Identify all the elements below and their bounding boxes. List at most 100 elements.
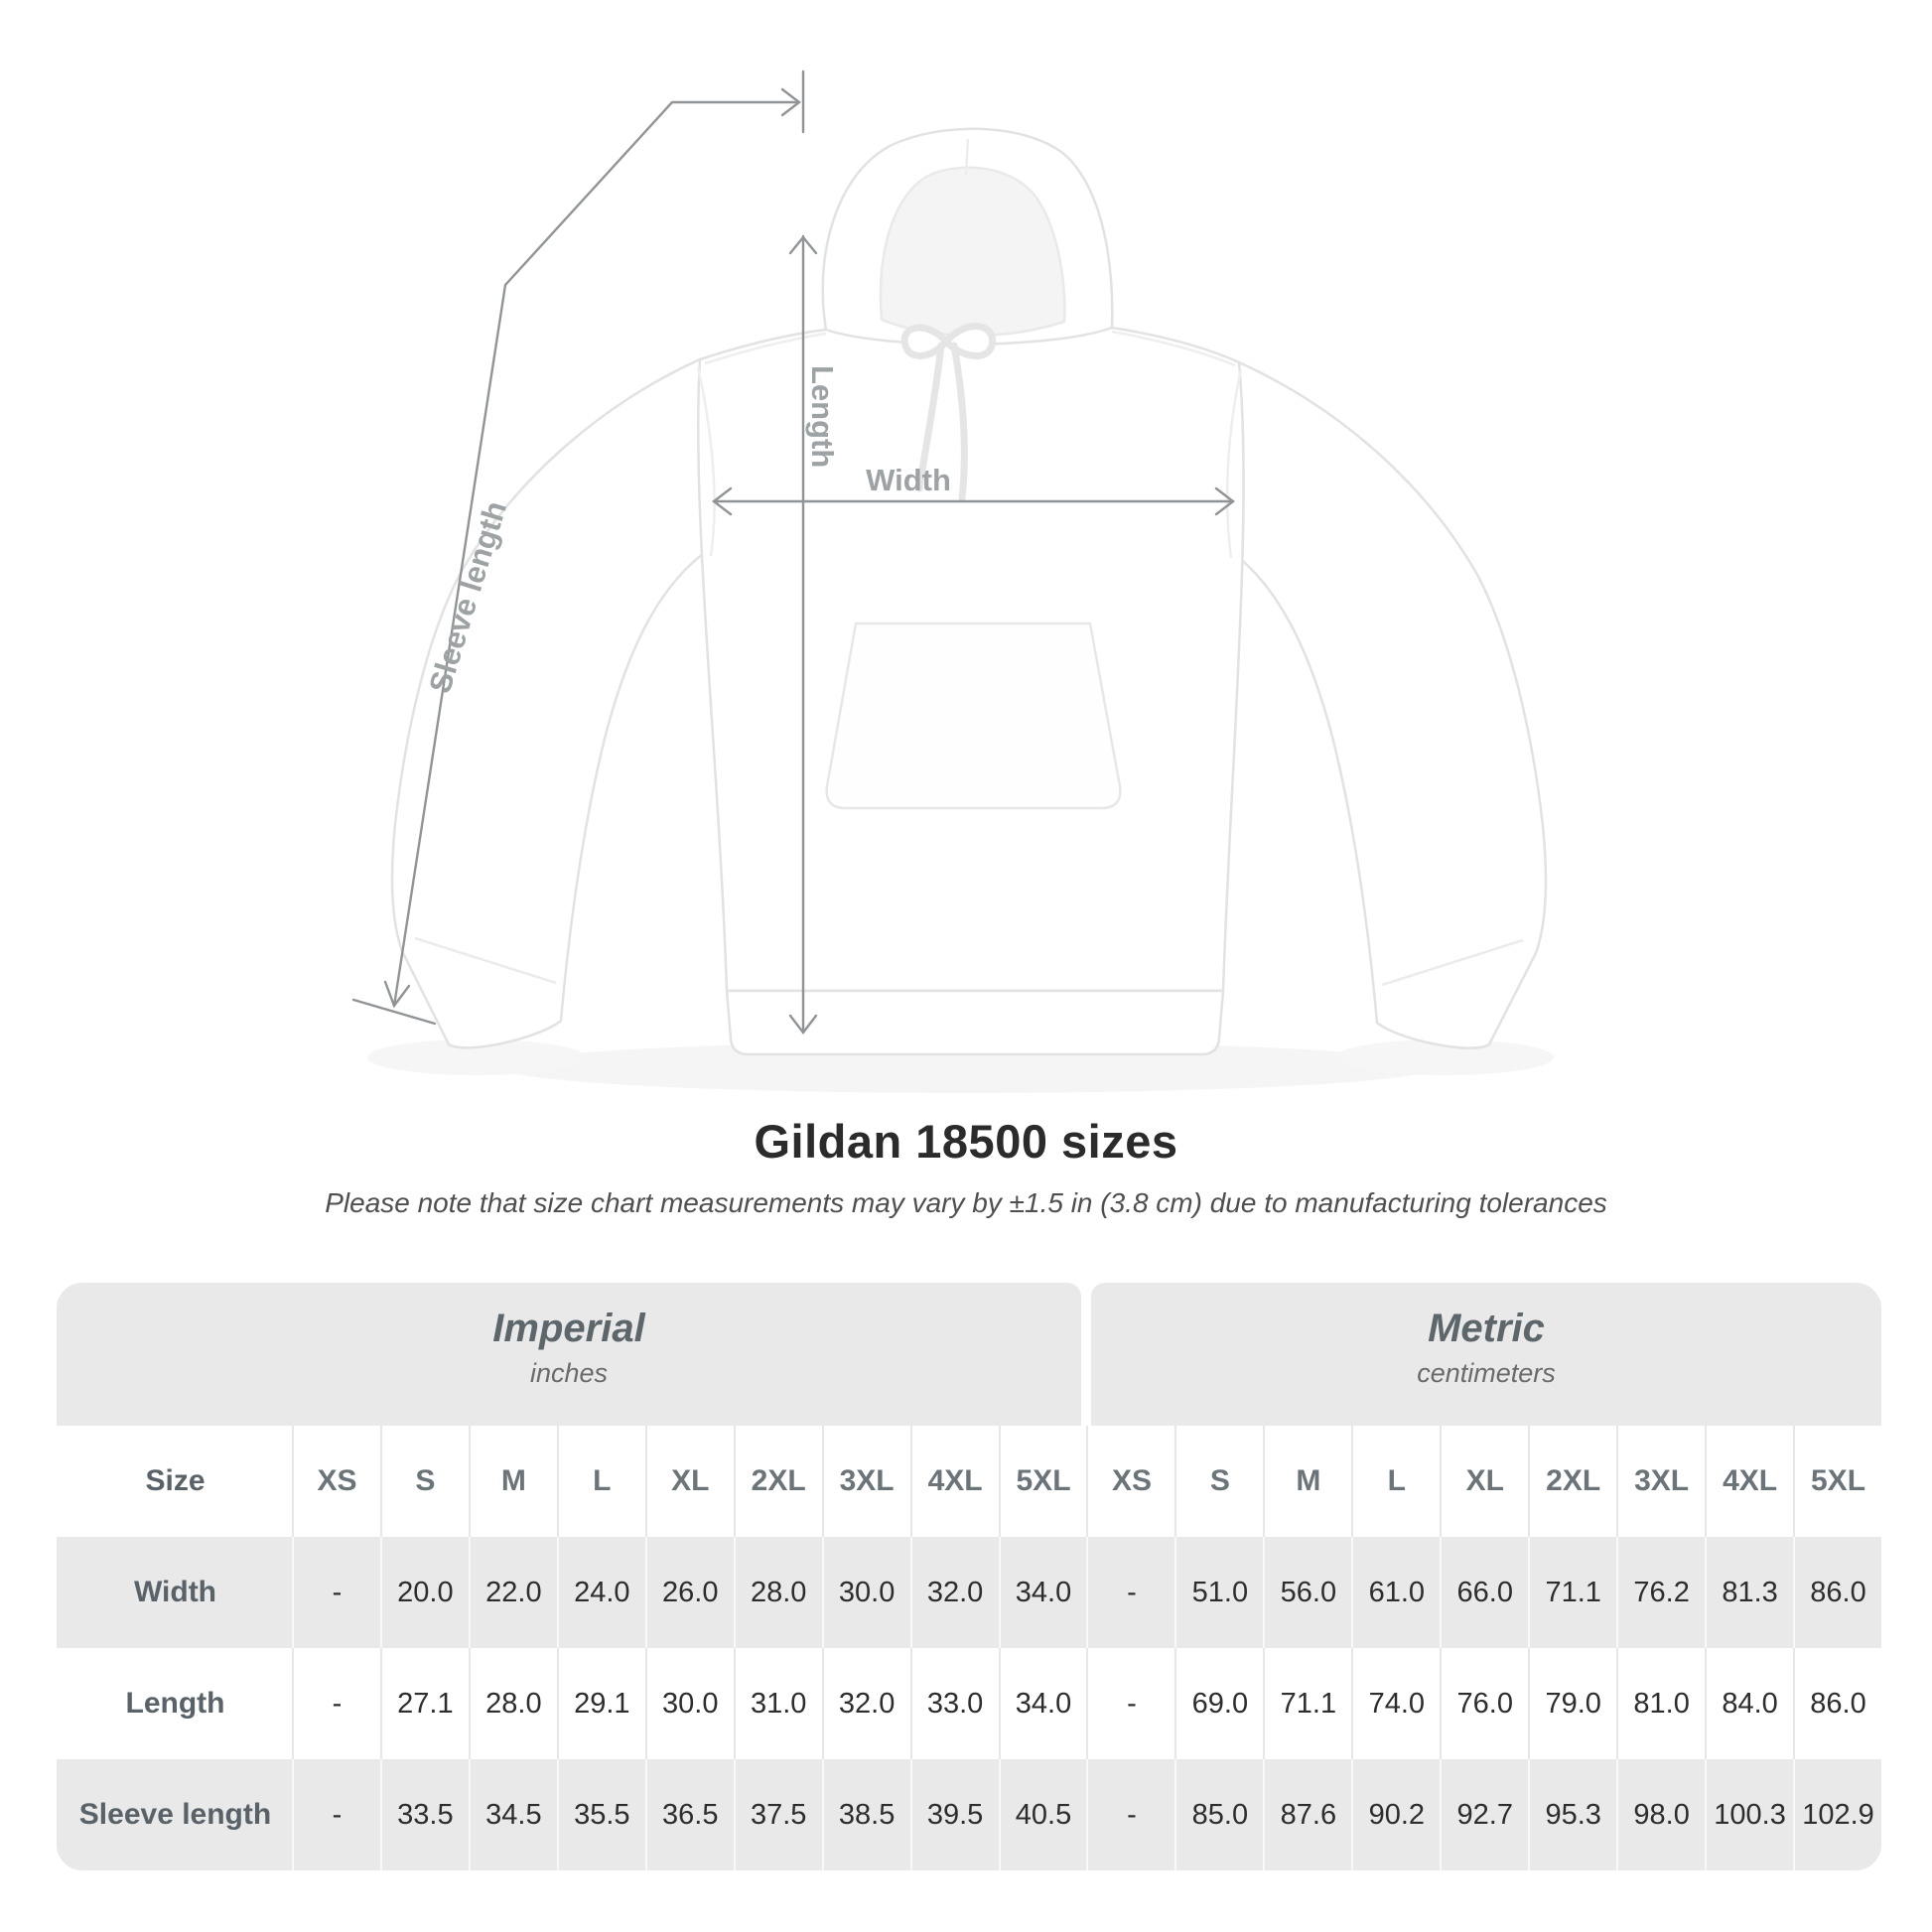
imperial-value-cell: 26.0	[644, 1537, 734, 1648]
width-arrow	[712, 486, 1235, 516]
imperial-size-header-cell: 5XL	[998, 1426, 1087, 1537]
unit-band: Imperial inches Metric centimeters	[57, 1283, 1881, 1426]
imperial-value-cell: 34.0	[998, 1648, 1087, 1759]
metric-value-cell: 81.3	[1705, 1537, 1794, 1648]
kangaroo-pocket	[825, 621, 1122, 810]
metric-value-cell: 66.0	[1440, 1537, 1529, 1648]
metric-size-header-cell: 4XL	[1705, 1426, 1794, 1537]
metric-title: Metric	[1428, 1307, 1545, 1350]
imperial-value-cell: 40.5	[998, 1759, 1087, 1870]
size-grid: Size XS S M L XL 2XL 3XL 4XL 5XL XS S M L XL 2XL 3XL 4XL 5…	[57, 1426, 1881, 1870]
metric-value-cell: 76.2	[1616, 1537, 1706, 1648]
metric-value-cell: 61.0	[1351, 1537, 1441, 1648]
imperial-value-cell: -	[292, 1537, 380, 1648]
size-column-header: Size	[57, 1426, 292, 1537]
metric-value-cell: 90.2	[1351, 1759, 1441, 1870]
metric-value-cell: 56.0	[1263, 1537, 1352, 1648]
hood-seam	[964, 138, 970, 176]
imperial-value-cell: 28.0	[468, 1648, 557, 1759]
imperial-value-cell: 33.0	[909, 1648, 999, 1759]
imperial-subtitle: inches	[529, 1358, 609, 1388]
imperial-value-cell: -	[292, 1648, 380, 1759]
imperial-value-cell: 28.0	[733, 1537, 822, 1648]
size-table: Imperial inches Metric centimeters Size X…	[57, 1283, 1881, 1870]
imperial-value-cell: -	[292, 1759, 380, 1870]
imperial-size-header-cell: XL	[644, 1426, 734, 1537]
metric-size-header-cell: M	[1263, 1426, 1352, 1537]
imperial-value-cell: 34.0	[998, 1537, 1087, 1648]
hoodie-figure: Length Width Sleeve length	[351, 69, 1554, 1075]
imperial-value-cell: 29.1	[556, 1648, 645, 1759]
imperial-value-cell: 39.5	[909, 1759, 999, 1870]
imperial-size-header-cell: L	[556, 1426, 645, 1537]
cuff-shadow-right	[1335, 1039, 1554, 1075]
length-arrow	[788, 234, 818, 1035]
metric-unit-header: Metric centimeters	[1091, 1283, 1881, 1426]
metric-value-cell: 92.7	[1440, 1759, 1529, 1870]
metric-value-cell: -	[1086, 1648, 1175, 1759]
imperial-value-cell: 22.0	[468, 1537, 557, 1648]
hoodie-illustration: Length Width Sleeve length	[351, 69, 1554, 1075]
metric-value-cell: -	[1086, 1759, 1175, 1870]
metric-value-cell: 102.9	[1793, 1759, 1881, 1870]
imperial-value-cell: 27.1	[379, 1648, 469, 1759]
metric-subtitle: centimeters	[1417, 1358, 1556, 1388]
width-label: Width	[866, 463, 951, 497]
imperial-value-cell: 30.0	[644, 1648, 734, 1759]
right-shoulder-seam	[1111, 330, 1236, 367]
metric-size-header-cell: 3XL	[1616, 1426, 1706, 1537]
left-armhole-seam	[696, 366, 716, 557]
right-armhole-seam	[1225, 368, 1243, 559]
metric-value-cell: 98.0	[1616, 1759, 1706, 1870]
metric-value-cell: 86.0	[1793, 1537, 1881, 1648]
imperial-value-cell: 24.0	[556, 1537, 645, 1648]
imperial-size-header-cell: S	[379, 1426, 469, 1537]
imperial-title: Imperial	[492, 1307, 645, 1350]
metric-value-cell: 71.1	[1528, 1537, 1617, 1648]
metric-value-cell: 87.6	[1263, 1759, 1352, 1870]
imperial-value-cell: 31.0	[733, 1648, 822, 1759]
sleeve-length-arrow	[351, 69, 805, 1026]
imperial-value-cell: 35.5	[556, 1759, 645, 1870]
imperial-unit-header: Imperial inches	[57, 1283, 1081, 1426]
imperial-value-cell: 32.0	[909, 1537, 999, 1648]
imperial-size-header-cell: M	[468, 1426, 557, 1537]
row-label-cell: Length	[57, 1648, 292, 1759]
imperial-value-cell: 38.5	[821, 1759, 910, 1870]
metric-size-header-cell: XL	[1440, 1426, 1529, 1537]
cuff-shadow-left	[367, 1039, 586, 1075]
imperial-size-header-cell: 4XL	[909, 1426, 999, 1537]
page-title: Gildan 18500 sizes	[754, 1115, 1178, 1168]
metric-size-header-cell: 5XL	[1793, 1426, 1881, 1537]
hoodie-body-group	[390, 127, 1548, 1056]
measurement-annotations	[351, 69, 1235, 1035]
imperial-value-cell: 32.0	[821, 1648, 910, 1759]
metric-value-cell: 74.0	[1351, 1648, 1441, 1759]
row-label-cell: Width	[57, 1537, 292, 1648]
page-subtitle: Please note that size chart measurements…	[325, 1187, 1607, 1218]
hoodie-hem-band	[725, 989, 1225, 1056]
metric-value-cell: 76.0	[1440, 1648, 1529, 1759]
imperial-value-cell: 34.5	[468, 1759, 557, 1870]
metric-value-cell: 71.1	[1263, 1648, 1352, 1759]
metric-size-header-cell: S	[1174, 1426, 1264, 1537]
metric-value-cell: 86.0	[1793, 1648, 1881, 1759]
metric-value-cell: 100.3	[1705, 1759, 1794, 1870]
metric-value-cell: 95.3	[1528, 1759, 1617, 1870]
metric-value-cell: 84.0	[1705, 1648, 1794, 1759]
metric-value-cell: 79.0	[1528, 1648, 1617, 1759]
left-cuff-seam	[414, 936, 557, 985]
metric-size-header-cell: 2XL	[1528, 1426, 1617, 1537]
metric-value-cell: 51.0	[1174, 1537, 1264, 1648]
metric-size-header-cell: XS	[1086, 1426, 1175, 1537]
metric-value-cell: 69.0	[1174, 1648, 1264, 1759]
right-cuff-seam	[1381, 938, 1524, 987]
hood-opening	[879, 166, 1066, 338]
hoodie-right-sleeve	[1227, 360, 1548, 1049]
row-label-cell: Sleeve length	[57, 1759, 292, 1870]
drawstring	[900, 323, 996, 502]
imperial-value-cell: 37.5	[733, 1759, 822, 1870]
imperial-value-cell: 30.0	[821, 1537, 910, 1648]
metric-value-cell: -	[1086, 1537, 1175, 1648]
